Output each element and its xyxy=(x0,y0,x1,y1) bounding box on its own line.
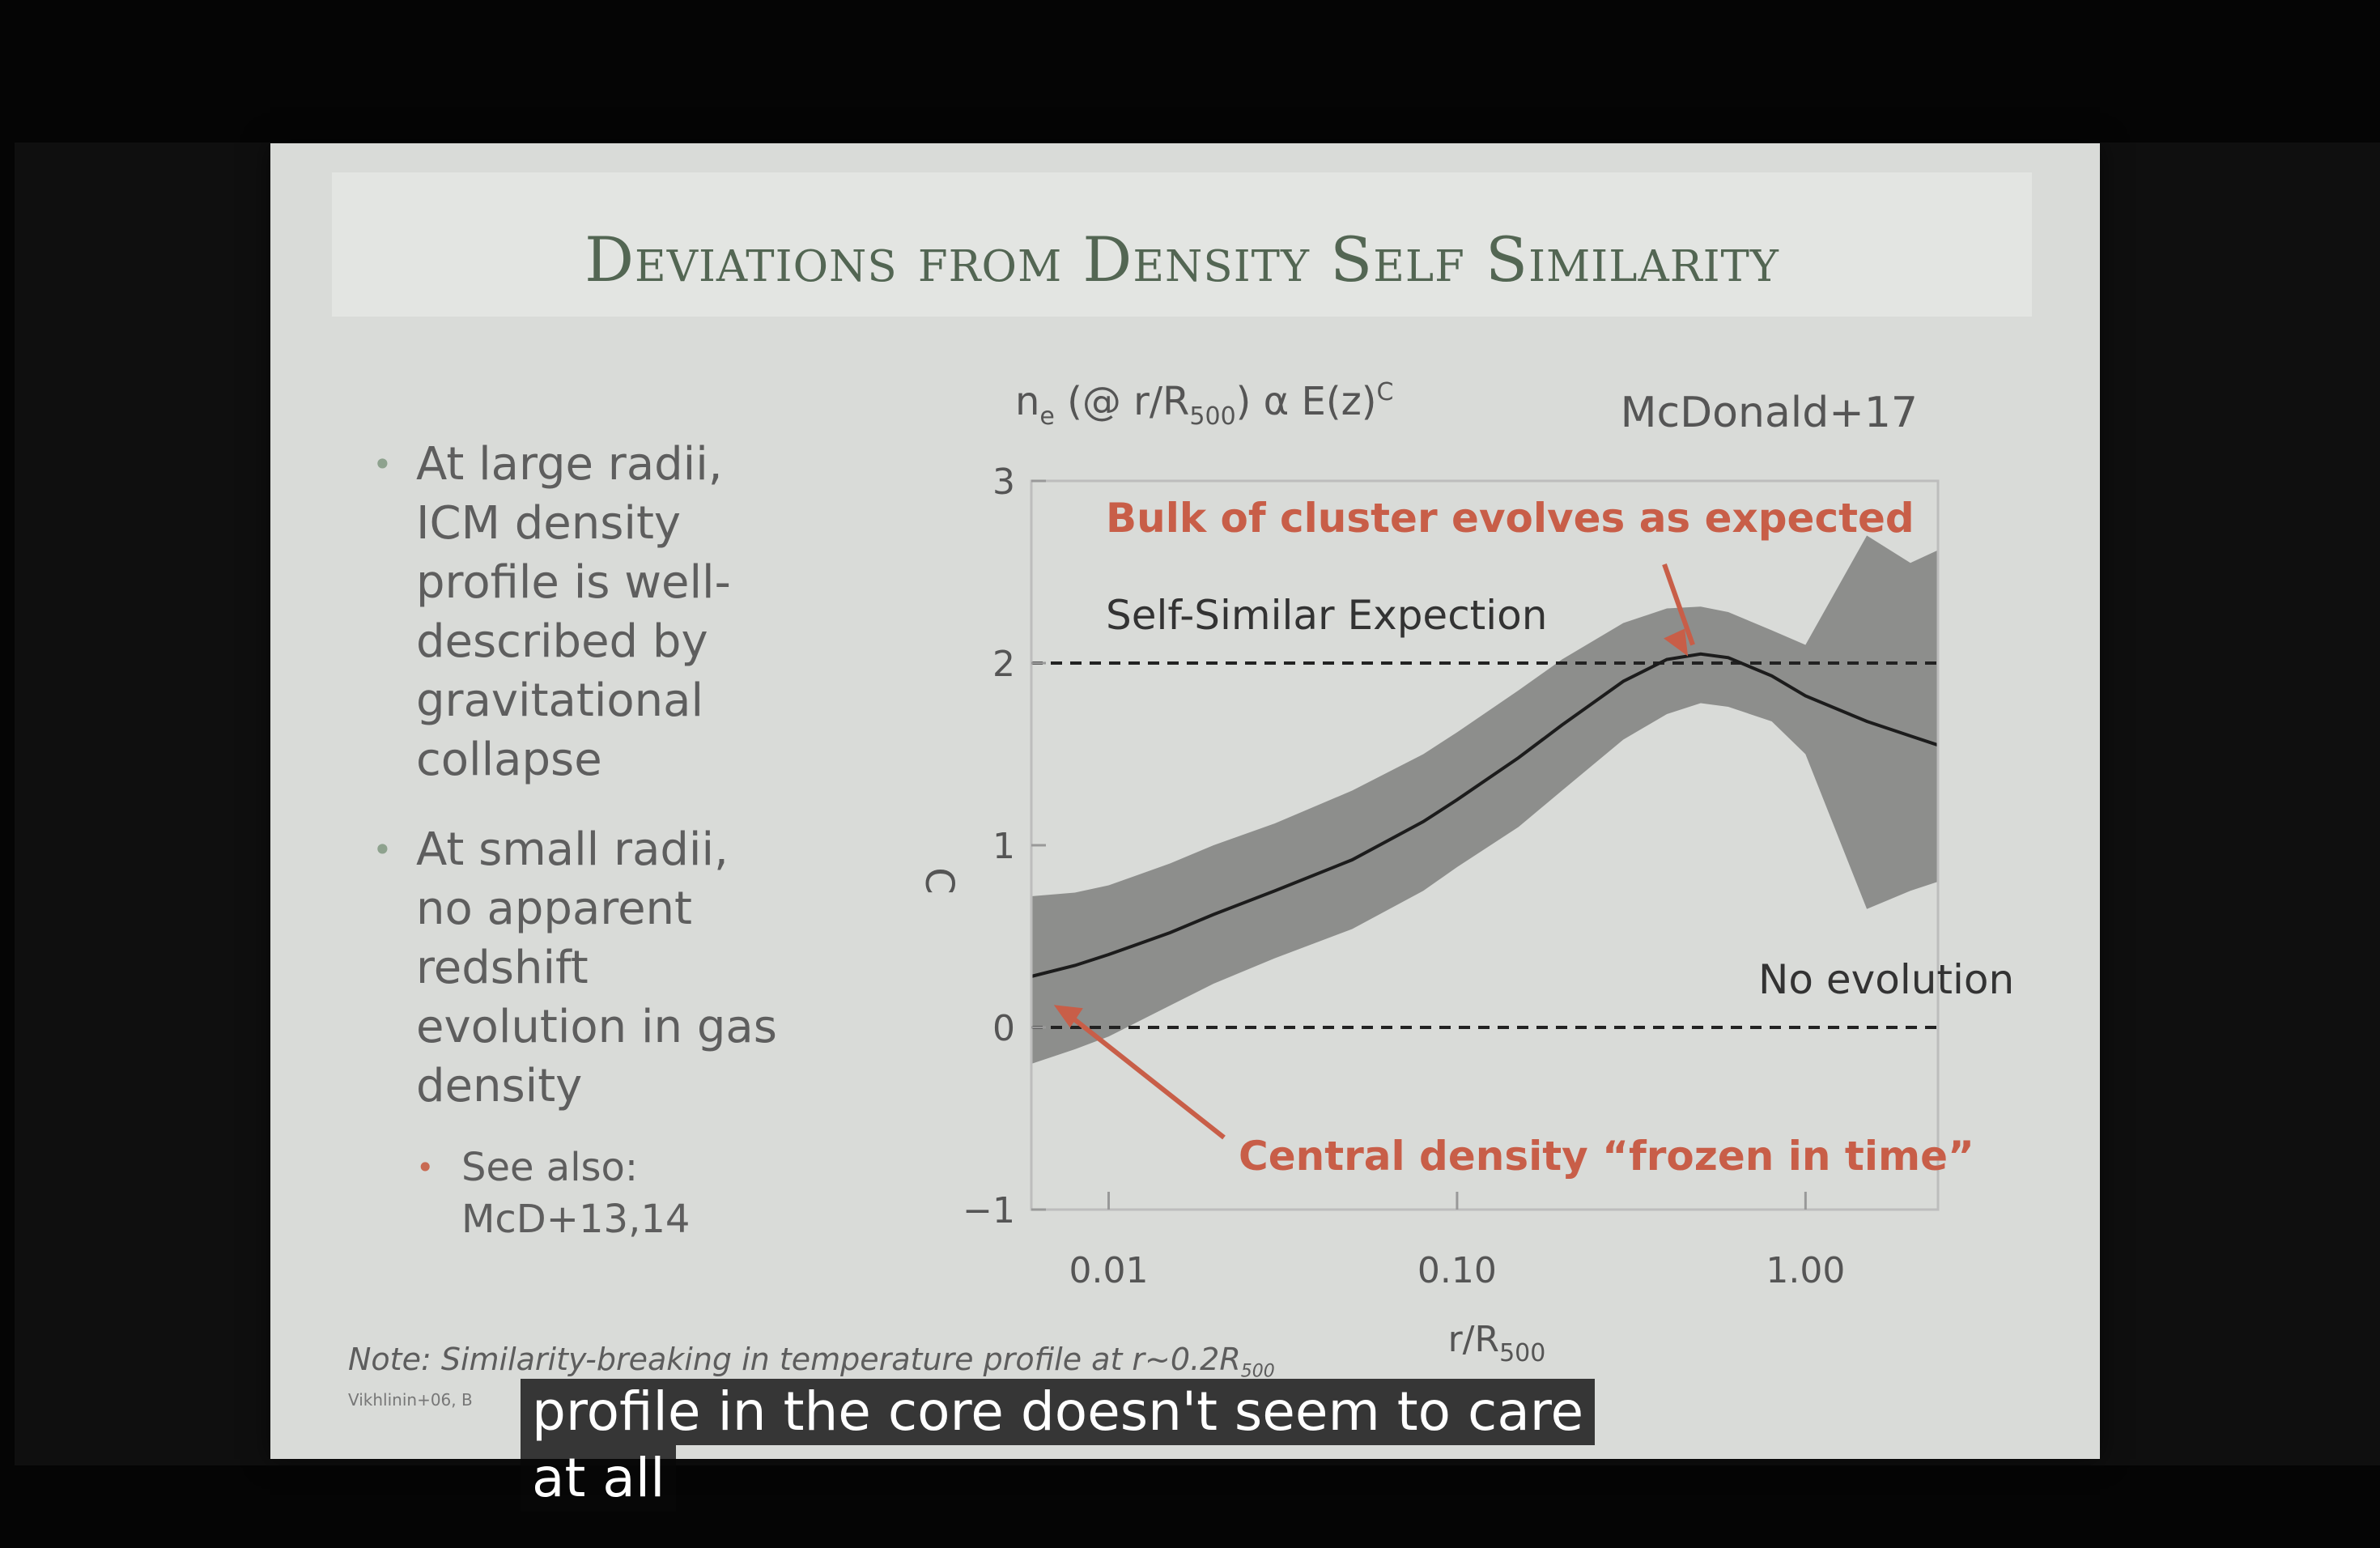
y-axis-label: C xyxy=(916,867,962,895)
annotation-central-arrow xyxy=(1066,1012,1226,1140)
note-text: Note: Similarity-breaking in temperature… xyxy=(348,1342,1241,1377)
reference-label-self-similar: Self-Similar Expection xyxy=(1106,592,1547,639)
slide-title: Deviations from Density Self Similarity xyxy=(584,223,1779,296)
title-end: ) α E(z) xyxy=(1236,379,1377,424)
x-axis-label: r/R500 xyxy=(1448,1319,1546,1367)
y-tick-label-2: 1 xyxy=(992,826,1015,867)
annotation-central: Central density “frozen in time” xyxy=(1239,1133,1974,1180)
y-tick-label-3: 2 xyxy=(992,644,1015,685)
title-subscript: e xyxy=(1039,402,1054,431)
uncertainty-band xyxy=(1031,535,1938,1064)
title-middle: (@ r/R xyxy=(1055,379,1190,424)
presentation-slide: Deviations from Density Self Similarity … xyxy=(270,143,2100,1459)
bullet-small-radii: At small radii, no apparent redshift evo… xyxy=(372,820,793,1116)
chart-title: ne (@ r/R500) α E(z)C xyxy=(1015,378,1393,431)
subbullet-see-also: See also: McD+13,14 xyxy=(416,1142,793,1245)
title-superscript: C xyxy=(1377,378,1394,406)
annotation-bulk: Bulk of cluster evolves as expected xyxy=(1106,495,1915,542)
annotation-central-arrowhead xyxy=(1053,1005,1083,1028)
y-tick-label-0: −1 xyxy=(963,1190,1015,1231)
caption-line-1: profile in the core doesn't seem to care xyxy=(521,1379,1596,1445)
bullet-large-radii: At large radii, ICM density profile is w… xyxy=(372,435,793,789)
caption-line-2: at all xyxy=(521,1445,677,1512)
density-chart: −1 0 1 2 3 0.01 0.10 1.00 Cr/R500 ne (@ r/R500) α… xyxy=(916,378,2014,1367)
annotation-bulk-arrow xyxy=(1662,563,1695,646)
x-tick-label-2: 1.00 xyxy=(1766,1250,1845,1291)
x-tick-label-0: 0.01 xyxy=(1069,1250,1149,1291)
slide-note: Note: Similarity-breaking in temperature… xyxy=(348,1342,1320,1382)
note-subscript: 500 xyxy=(1240,1361,1275,1382)
x-tick-label-1: 0.10 xyxy=(1417,1250,1497,1291)
y-tick-label-4: 3 xyxy=(992,461,1015,503)
series-line xyxy=(1031,652,1939,978)
x-axis-label-subscript: 500 xyxy=(1499,1339,1545,1367)
annotation-bulk-arrowhead xyxy=(1664,628,1689,657)
title-bar: Deviations from Density Self Similarity xyxy=(332,172,2032,317)
reference-label-no-evolution: No evolution xyxy=(1758,956,2014,1003)
chart-source-label: McDonald+17 xyxy=(1621,389,1918,437)
bullet-list: At large radii, ICM density profile is w… xyxy=(372,435,793,1245)
video-caption: profile in the core doesn't seem to care… xyxy=(504,1379,1611,1512)
y-tick-label-1: 0 xyxy=(992,1008,1015,1049)
title-subscript-2: 500 xyxy=(1189,402,1235,431)
reference-text: Vikhlinin+06, B xyxy=(348,1390,473,1410)
